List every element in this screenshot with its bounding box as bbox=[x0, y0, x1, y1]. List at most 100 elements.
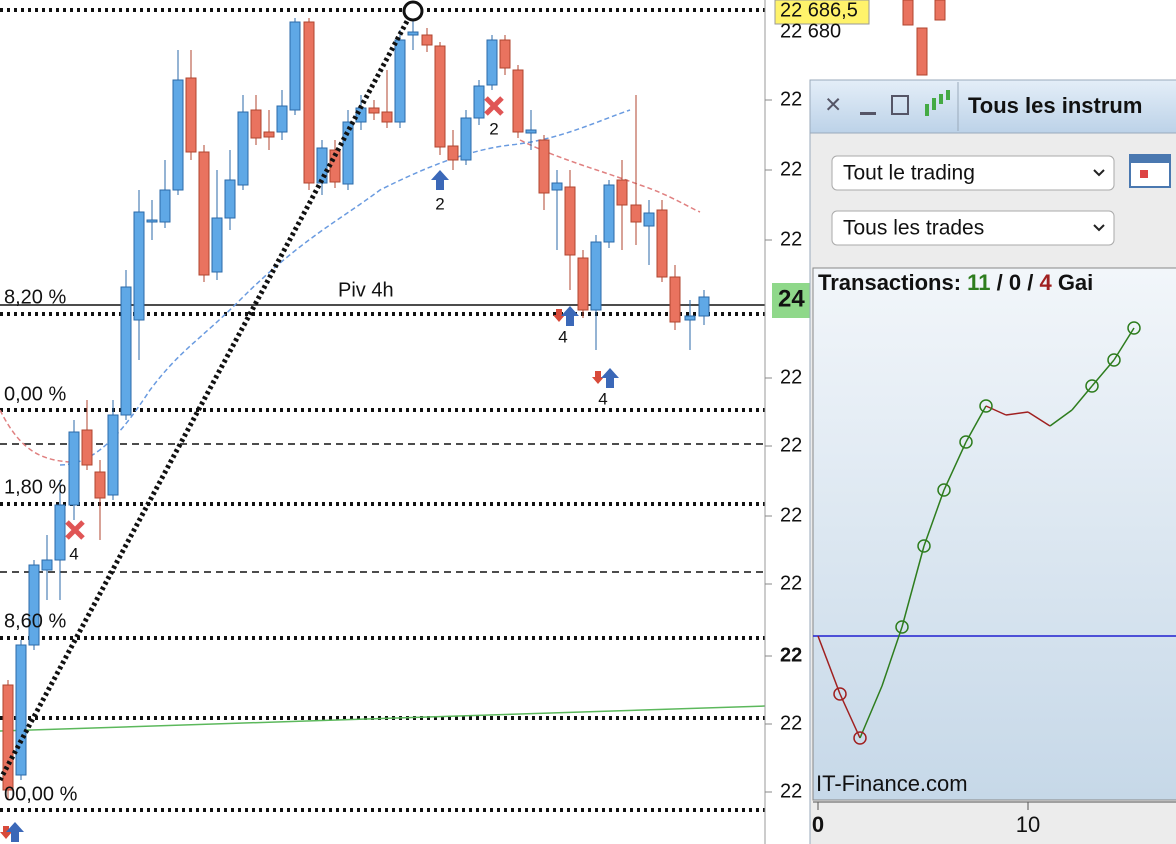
axis-label: 22 bbox=[780, 158, 802, 180]
candle bbox=[2, 684, 14, 791]
candle bbox=[368, 107, 380, 114]
equity-point bbox=[959, 435, 973, 449]
fib-label: 00,00 % bbox=[4, 783, 78, 805]
fib-label: 1,80 % bbox=[4, 476, 66, 498]
pivot-label: Piv 4h bbox=[338, 279, 394, 301]
candle bbox=[237, 111, 249, 186]
equity-point bbox=[917, 539, 931, 553]
label: Transactions: bbox=[818, 270, 961, 295]
panel-header bbox=[809, 79, 1176, 134]
close-icon[interactable]: × bbox=[825, 88, 841, 119]
candle bbox=[460, 117, 472, 161]
equity-segment bbox=[965, 405, 987, 443]
candle bbox=[630, 204, 642, 223]
losses: 4 bbox=[1039, 270, 1052, 295]
candle bbox=[603, 184, 615, 243]
candle bbox=[81, 429, 93, 466]
filter-select[interactable] bbox=[831, 155, 1115, 191]
candle bbox=[473, 85, 485, 119]
candle bbox=[94, 471, 106, 499]
minimize-icon[interactable] bbox=[860, 112, 876, 115]
candle bbox=[172, 79, 184, 191]
axis-label: 22 bbox=[780, 88, 802, 110]
equity-segment bbox=[1005, 411, 1029, 416]
candle bbox=[394, 39, 406, 123]
trade-label: 2 bbox=[435, 194, 444, 213]
candle bbox=[407, 31, 419, 36]
candle bbox=[669, 276, 681, 323]
candle bbox=[41, 559, 53, 571]
candle bbox=[289, 21, 301, 111]
equity-segment bbox=[859, 685, 883, 739]
equity-segment bbox=[1027, 411, 1051, 427]
chevron bbox=[1093, 224, 1105, 232]
candle bbox=[224, 179, 236, 219]
calendar-icon[interactable] bbox=[1129, 154, 1171, 188]
ma-line bbox=[519, 139, 701, 213]
trade-label: 4 bbox=[598, 389, 607, 408]
zigzag-point bbox=[402, 0, 424, 22]
equity-segment bbox=[985, 405, 1007, 416]
filter-text: Tous les trades bbox=[843, 217, 984, 240]
candle-icon[interactable] bbox=[925, 90, 950, 116]
candle bbox=[551, 182, 563, 191]
candle bbox=[564, 186, 576, 256]
equity-point bbox=[833, 687, 847, 701]
candle bbox=[512, 69, 524, 133]
x-tick-label: 10 bbox=[1016, 812, 1040, 837]
candle bbox=[68, 431, 80, 506]
trade-label: 4 bbox=[558, 327, 567, 346]
candle bbox=[684, 315, 696, 321]
x-tick-label: 0 bbox=[812, 812, 824, 837]
candle bbox=[54, 504, 66, 561]
fib-label: 8,20 % bbox=[4, 286, 66, 308]
candle bbox=[916, 27, 928, 76]
equity-point bbox=[895, 620, 909, 634]
candle bbox=[434, 45, 446, 148]
ma-line bbox=[0, 409, 71, 463]
candle bbox=[577, 257, 589, 311]
sell-arrow bbox=[553, 309, 565, 322]
candle bbox=[159, 189, 171, 223]
candle bbox=[342, 121, 354, 185]
candle bbox=[499, 39, 511, 69]
filter-select[interactable] bbox=[831, 210, 1115, 246]
ma-line bbox=[59, 109, 631, 466]
equity-segment bbox=[943, 441, 967, 491]
wins: 11 bbox=[967, 270, 990, 295]
sep: / bbox=[1027, 270, 1033, 295]
trade-label: 2 bbox=[489, 119, 498, 138]
filter-text: Tout le trading bbox=[843, 162, 975, 185]
watermark: IT-Finance.com bbox=[816, 771, 968, 796]
candle bbox=[381, 111, 393, 123]
candle bbox=[133, 211, 145, 321]
equity-segment bbox=[881, 626, 903, 687]
candle bbox=[590, 241, 602, 311]
candle bbox=[643, 212, 655, 227]
equity-point bbox=[1127, 321, 1141, 335]
candle bbox=[28, 564, 40, 646]
equity-point bbox=[1085, 379, 1099, 393]
axis-label: 22 bbox=[780, 780, 802, 802]
candle bbox=[698, 296, 710, 317]
even: 0 bbox=[1009, 270, 1021, 295]
equity-point bbox=[1107, 353, 1121, 367]
axis-label: 22 bbox=[780, 504, 802, 526]
candle bbox=[185, 77, 197, 153]
axis-label: 22 bbox=[780, 644, 802, 666]
candle bbox=[421, 34, 433, 46]
equity-segment bbox=[923, 489, 945, 547]
axis-label: 22 bbox=[780, 228, 802, 250]
fib-label: 0,00 % bbox=[4, 383, 66, 405]
panel-title: Tous les instrum bbox=[968, 93, 1142, 118]
maximize-icon[interactable] bbox=[891, 95, 909, 115]
candle bbox=[486, 39, 498, 86]
candle bbox=[198, 151, 210, 276]
candle bbox=[538, 139, 550, 194]
candle bbox=[120, 286, 132, 416]
candle bbox=[250, 109, 262, 139]
candle bbox=[934, 0, 946, 21]
transactions: Transactions: 11 / 0 / 4 Gai bbox=[818, 270, 1093, 295]
